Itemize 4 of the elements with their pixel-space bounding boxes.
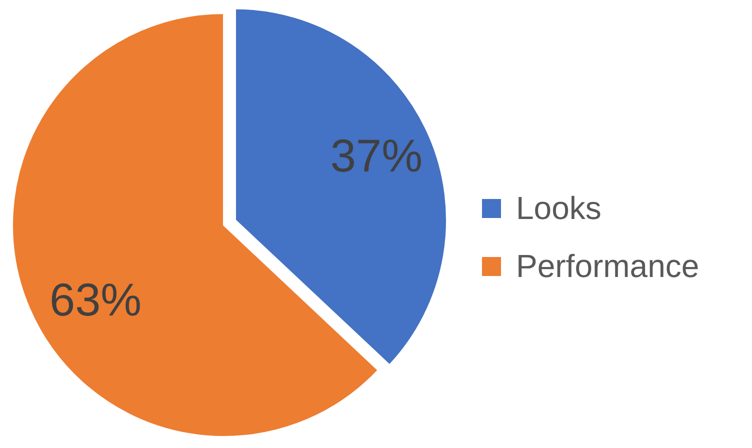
data-label: 63% bbox=[49, 274, 142, 326]
data-label: 37% bbox=[330, 130, 423, 182]
legend-label: Performance bbox=[516, 248, 700, 284]
legend-label: Looks bbox=[516, 190, 602, 226]
